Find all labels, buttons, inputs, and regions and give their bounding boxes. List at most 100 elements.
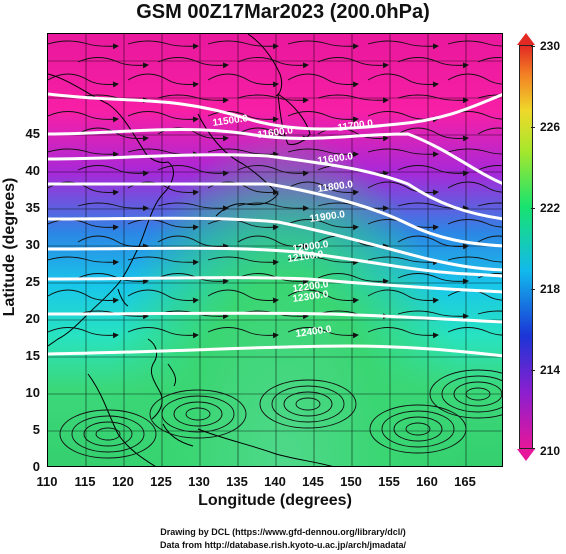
streamline — [207, 40, 279, 50]
streamline — [77, 127, 149, 142]
y-tick: 45 — [25, 126, 40, 141]
streamline-eddy — [283, 391, 333, 417]
streamline — [477, 235, 502, 243]
streamline — [237, 94, 309, 104]
streamline — [157, 235, 229, 250]
contour-label: 12400.0 — [295, 324, 333, 340]
streamline-eddy — [393, 416, 443, 442]
streamline — [477, 94, 502, 99]
x-tick: 135 — [226, 474, 248, 489]
streamline-eddy — [71, 415, 145, 453]
contour-label: 11600.0 — [257, 125, 294, 141]
streamline — [207, 148, 279, 158]
streamline — [367, 111, 439, 123]
x-axis-label: Longitude (degrees) — [198, 492, 352, 509]
streamline — [287, 289, 359, 304]
y-tick: 20 — [25, 311, 40, 326]
map-title: GSM 00Z17Mar2023 (200.0hPa) — [136, 1, 430, 23]
streamline — [77, 202, 149, 212]
contour-label: 11600.0 — [317, 151, 354, 167]
streamline — [48, 256, 119, 266]
streamline-eddy — [405, 422, 431, 436]
streamline-eddy — [173, 401, 223, 427]
y-axis-label: Latitude (degrees) — [1, 177, 18, 317]
colorbar-tick-mark — [531, 370, 535, 371]
streamline — [157, 57, 229, 69]
x-tick: 125 — [150, 474, 172, 489]
streamline — [48, 148, 119, 158]
streamline — [367, 148, 439, 158]
streamline — [287, 219, 359, 231]
streamline-eddy — [259, 379, 357, 429]
streamline — [237, 202, 309, 212]
colorbar-lower-arrow — [517, 449, 535, 461]
streamline — [477, 127, 502, 135]
streamline-eddy — [271, 385, 345, 423]
streamline — [447, 73, 502, 85]
streamline — [77, 57, 149, 69]
geopotential-contours — [48, 92, 502, 358]
streamline — [48, 40, 119, 50]
colorbar-tick-mark — [531, 448, 535, 449]
streamline-eddy — [381, 410, 455, 448]
streamline — [397, 235, 469, 250]
contour-label: 11700.0 — [337, 118, 374, 134]
streamline — [237, 57, 309, 69]
colorbar-tick-mark — [531, 208, 535, 209]
streamline — [127, 289, 199, 304]
streamline-eddy — [453, 381, 502, 407]
colorbar-tick-mark — [531, 289, 535, 290]
streamline — [397, 273, 469, 285]
streamline — [317, 57, 389, 69]
streamline — [127, 256, 199, 266]
x-tick: 140 — [264, 474, 286, 489]
streamline — [477, 165, 502, 171]
x-tick: 155 — [378, 474, 400, 489]
streamline — [367, 256, 439, 266]
streamline — [447, 40, 502, 47]
streamline — [367, 40, 439, 50]
colorbar-tick: 214 — [540, 363, 561, 377]
streamline — [367, 181, 439, 196]
x-tick: 115 — [74, 474, 96, 489]
streamline-eddy — [161, 395, 235, 433]
streamline — [397, 165, 469, 177]
streamline — [157, 165, 229, 177]
streamline — [477, 57, 502, 63]
streamline — [207, 73, 279, 88]
map-canvas: 11500.0 11600.0 11700.0 11600.0 11800.0 11900… — [48, 34, 502, 466]
x-tick: 130 — [188, 474, 210, 489]
colorbar-tick: 218 — [540, 282, 561, 296]
contour-label: 12200.0 — [292, 279, 330, 295]
streamline — [48, 289, 119, 304]
contour-label: 12000.0 — [292, 239, 330, 255]
streamline — [77, 165, 149, 177]
streamline — [127, 40, 199, 50]
streamline — [157, 202, 229, 212]
streamline — [287, 148, 359, 158]
colorbar-tick: 210 — [540, 444, 561, 458]
streamline — [397, 310, 469, 320]
streamline — [127, 327, 199, 339]
streamline-eddy — [429, 369, 502, 419]
colorbar-tick: 230 — [540, 39, 561, 53]
streamline — [237, 235, 309, 250]
streamline-eddy — [83, 421, 133, 447]
streamline — [287, 256, 359, 266]
x-tick: 110 — [36, 474, 58, 489]
streamline-eddy — [295, 397, 321, 411]
x-tick: 165 — [454, 474, 476, 489]
streamline — [48, 73, 119, 88]
contour-label: 11800.0 — [317, 179, 354, 195]
streamline-eddy — [441, 375, 502, 413]
streamline — [237, 165, 309, 177]
streamline — [48, 111, 119, 123]
colorbar-upper-arrow — [517, 33, 535, 45]
streamline — [207, 327, 279, 339]
y-tick: 40 — [25, 163, 40, 178]
graticule-grid — [48, 34, 502, 466]
contour-label: 12100.0 — [287, 249, 325, 265]
credits-data: Data from http://database.rish.kyoto-u.a… — [159, 540, 407, 550]
streamline — [127, 73, 199, 88]
colorbar-tick: 222 — [540, 201, 561, 215]
